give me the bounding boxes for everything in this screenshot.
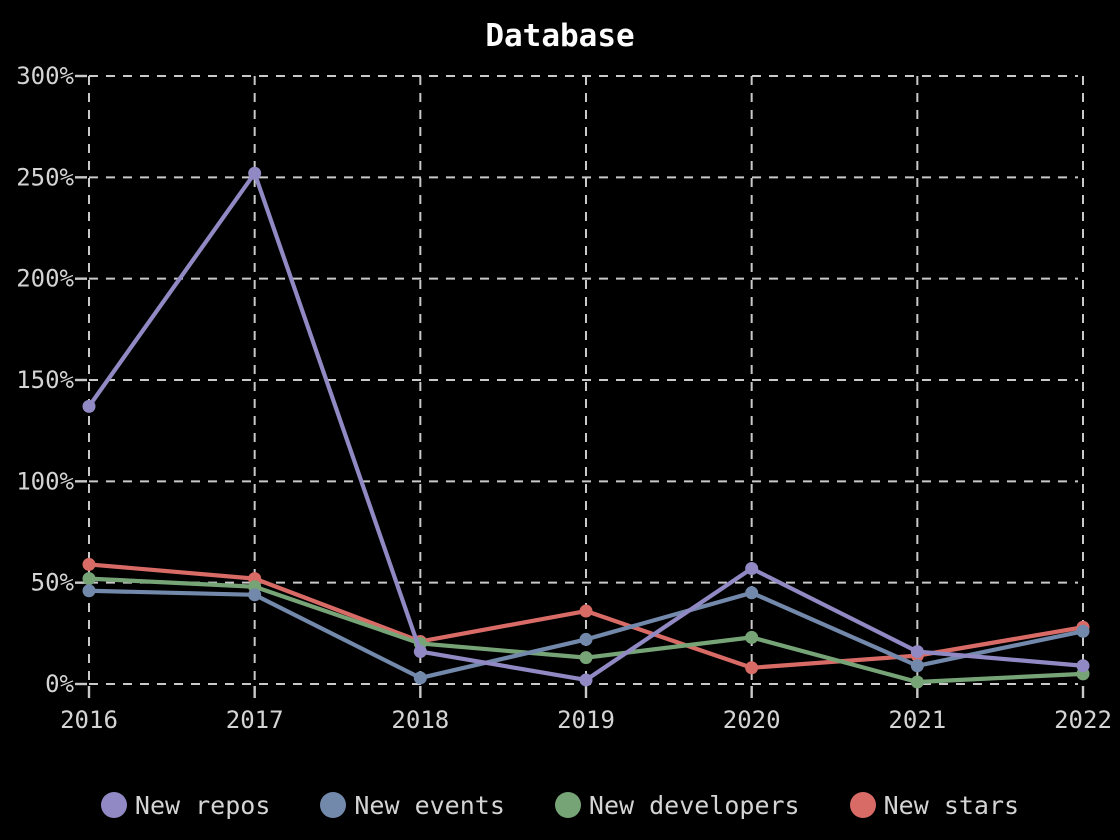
y-axis-label: 100% xyxy=(16,467,74,495)
data-point-new-repos xyxy=(82,399,96,413)
data-point-new-developers xyxy=(745,630,759,644)
x-axis-label: 2019 xyxy=(557,706,615,734)
legend-label: New developers xyxy=(588,790,800,820)
y-axis-label: 300% xyxy=(16,62,74,90)
data-point-new-events xyxy=(745,586,759,600)
data-point-new-stars xyxy=(745,661,759,675)
x-axis-label: 2021 xyxy=(888,706,946,734)
x-axis-label: 2017 xyxy=(226,706,284,734)
data-point-new-stars xyxy=(579,604,593,618)
data-point-new-events xyxy=(82,584,96,598)
legend-item-new-developers[interactable]: New developers xyxy=(554,790,800,820)
data-point-new-events xyxy=(248,588,262,602)
legend-item-new-repos[interactable]: New repos xyxy=(100,790,271,820)
x-axis-label: 2018 xyxy=(391,706,449,734)
y-axis-label: 200% xyxy=(16,265,74,293)
y-axis-label: 0% xyxy=(45,670,74,698)
x-axis-label: 2016 xyxy=(60,706,118,734)
legend-marker-icon xyxy=(554,792,581,818)
data-point-new-developers xyxy=(579,651,593,665)
data-point-new-repos xyxy=(413,645,427,659)
legend-item-new-events[interactable]: New events xyxy=(320,791,505,820)
data-point-new-events xyxy=(1076,624,1090,638)
legend-marker-icon xyxy=(100,792,127,818)
legend-item-new-stars[interactable]: New stars xyxy=(849,790,1020,820)
x-axis-label: 2020 xyxy=(723,706,781,734)
legend-marker-icon xyxy=(849,792,876,818)
data-point-new-events xyxy=(910,659,924,673)
data-point-new-repos xyxy=(1076,659,1090,673)
line-chart-canvas: 0% 50% 100% 150% 200% 250% 300% 2016 2017 2018 201… xyxy=(16,62,1112,734)
chart-legend: New repos New events New developers New sta… xyxy=(0,779,1120,831)
legend-label: New stars xyxy=(883,790,1020,820)
data-point-new-repos xyxy=(745,561,759,575)
data-point-new-events xyxy=(579,632,593,646)
data-point-new-developers xyxy=(910,675,924,689)
data-point-new-events xyxy=(413,671,427,685)
data-point-new-repos xyxy=(579,673,593,687)
chart-title: Database xyxy=(485,18,635,54)
legend-label: New events xyxy=(354,790,505,820)
y-axis-label: 150% xyxy=(16,366,74,394)
x-axis-label: 2022 xyxy=(1054,706,1112,734)
data-point-new-repos xyxy=(910,645,924,659)
y-axis-label: 50% xyxy=(31,569,75,597)
legend-marker-icon xyxy=(320,792,347,818)
data-point-new-repos xyxy=(248,166,262,180)
y-axis-label: 250% xyxy=(16,163,74,191)
legend-label: New repos xyxy=(134,790,271,820)
data-point-new-developers xyxy=(82,572,96,586)
data-point-new-stars xyxy=(82,557,96,571)
